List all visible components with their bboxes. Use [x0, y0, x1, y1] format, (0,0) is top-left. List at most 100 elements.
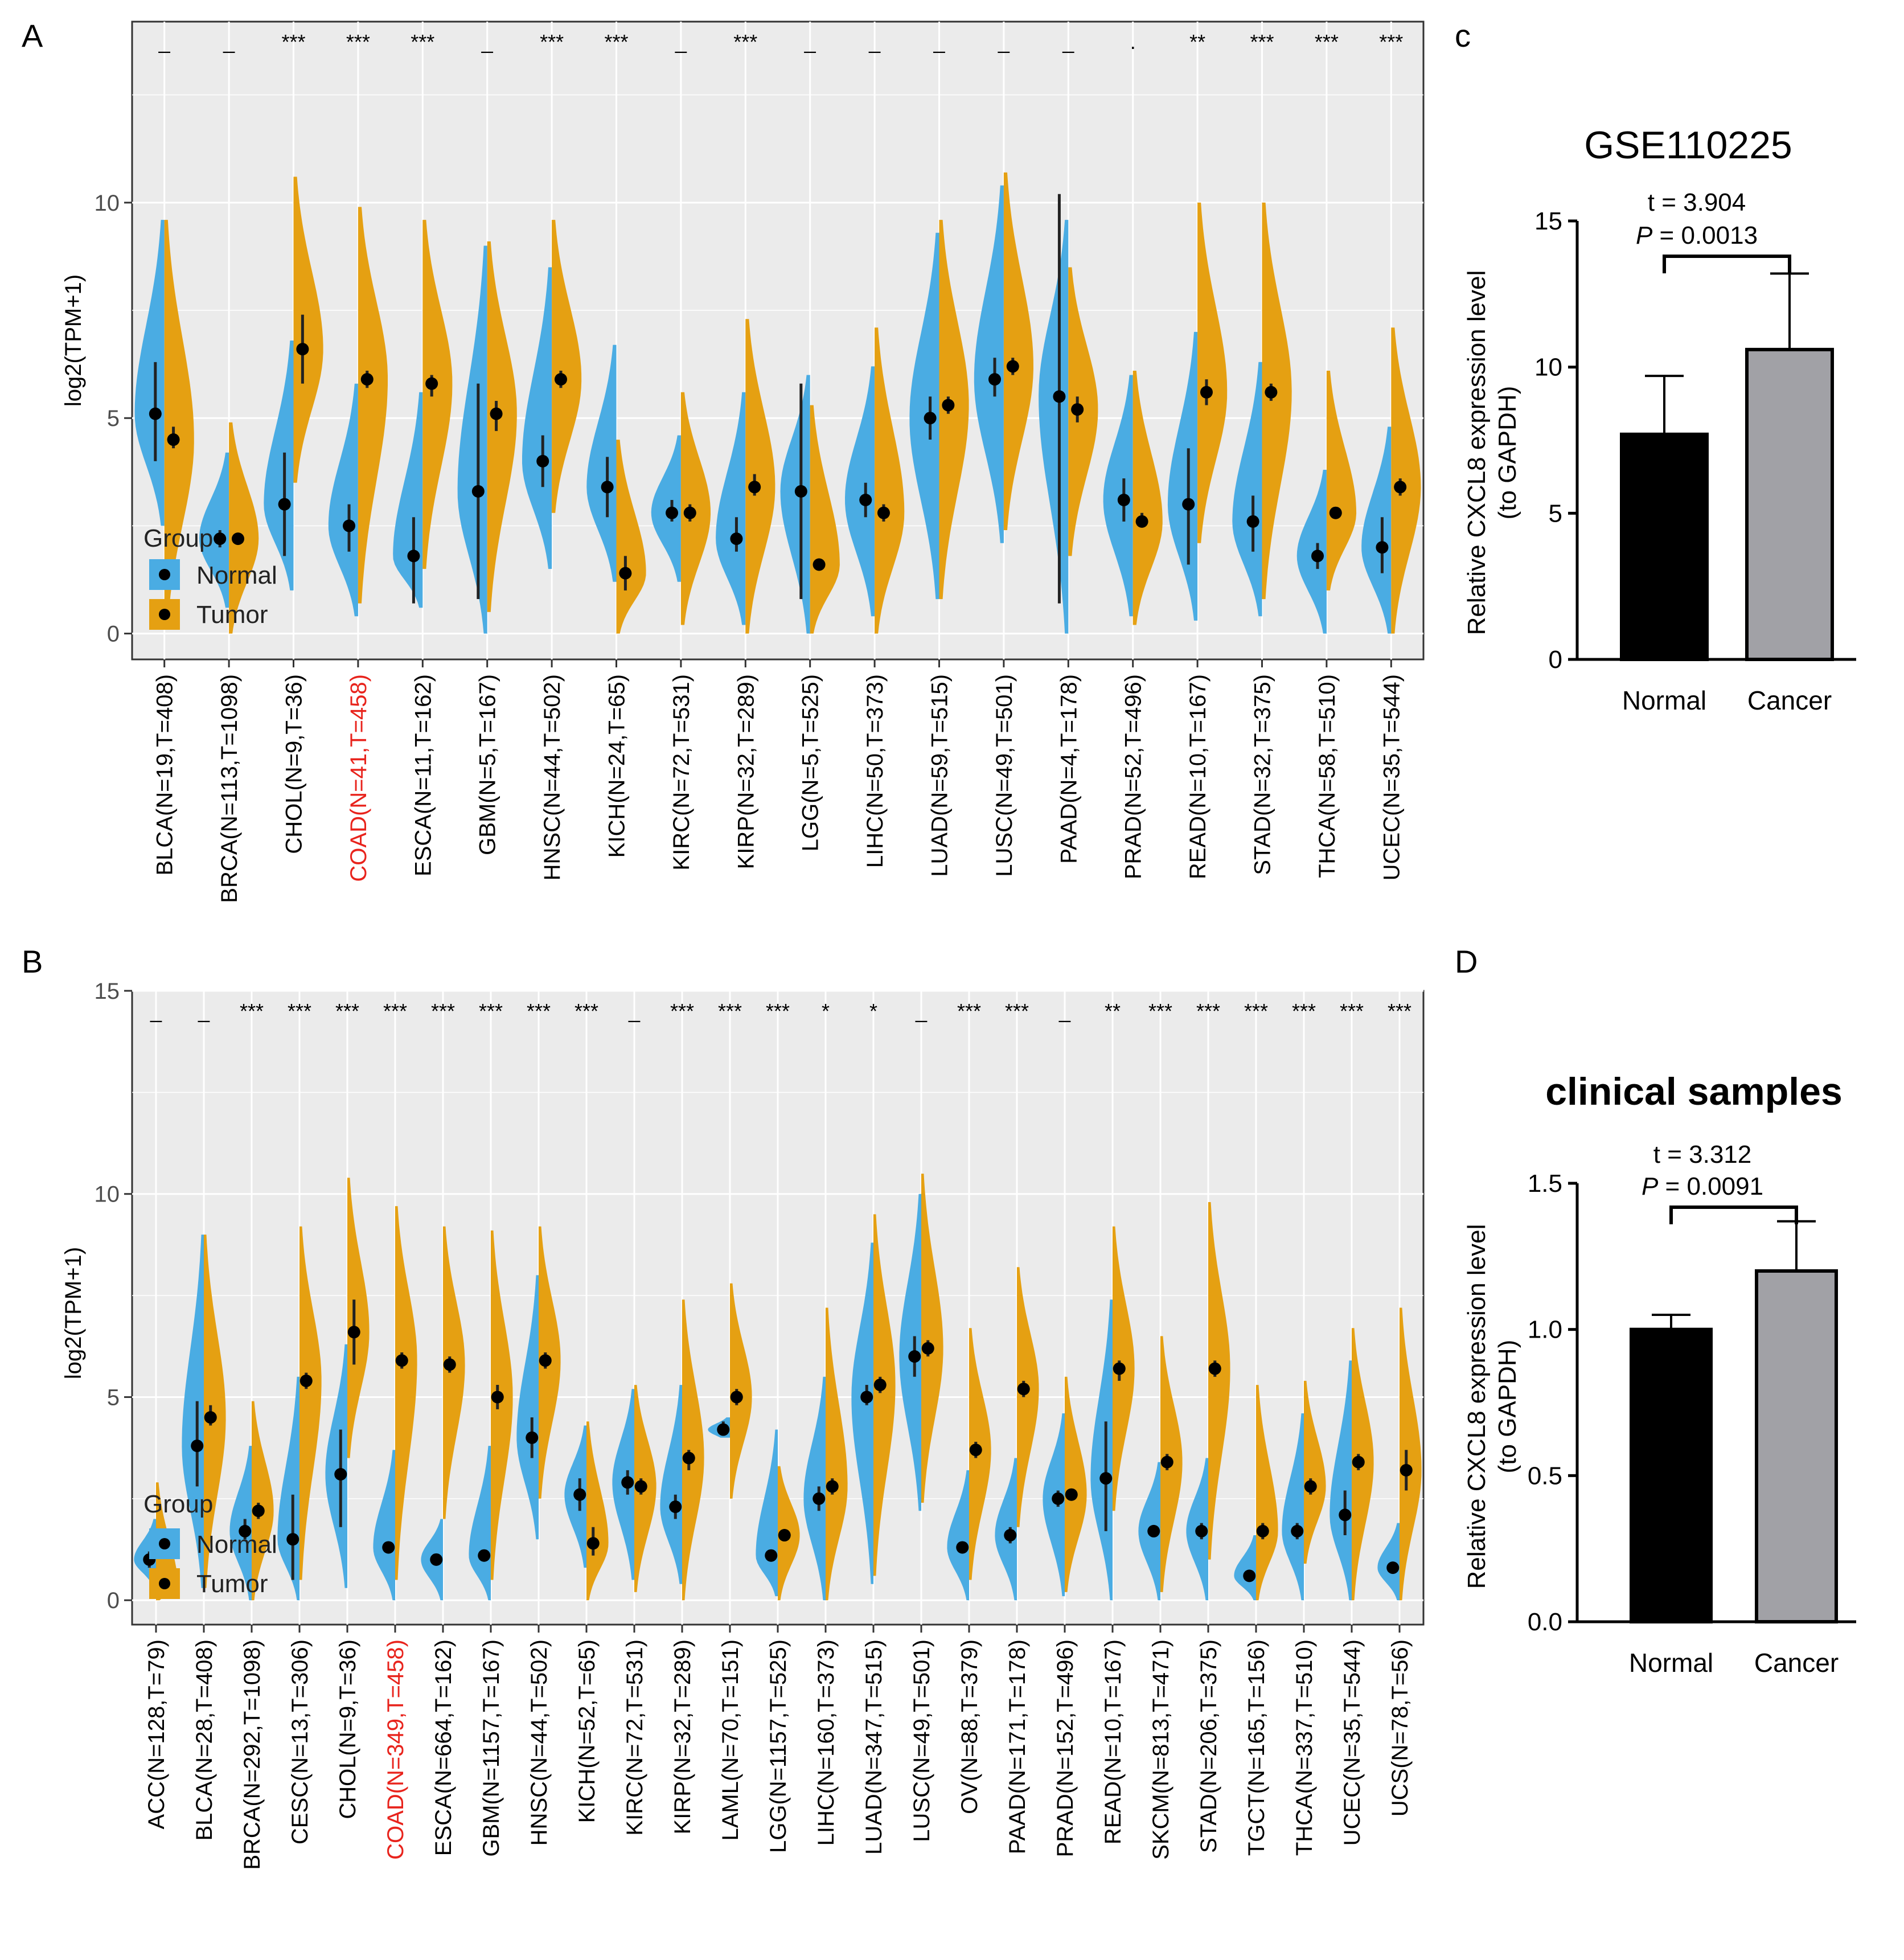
x-tick-label: BLCA(N=28,T=408) — [192, 1639, 217, 1841]
violin-tumor — [745, 319, 775, 634]
median-point-tumor — [778, 1529, 791, 1542]
y-axis-label: Relative CXCL8 expression level — [1463, 270, 1491, 635]
y-tick-label: 0.0 — [1528, 1608, 1562, 1636]
median-point-normal — [407, 550, 420, 563]
legend-key-tumor-dot — [159, 609, 170, 620]
violin-normal — [1103, 375, 1133, 617]
violin-tumor — [921, 1174, 943, 1503]
y-tick-label: 0 — [107, 622, 120, 647]
median-point-normal — [717, 1423, 730, 1436]
violin-normal — [660, 1385, 682, 1584]
violin-tumor — [1304, 1380, 1326, 1564]
violin-tumor — [826, 1307, 848, 1601]
violin-tumor — [1132, 371, 1163, 625]
x-tick-label: CESC(N=13,T=306) — [288, 1639, 313, 1844]
violin-tumor — [552, 220, 582, 513]
median-point-tumor — [921, 1342, 934, 1355]
panel-label-d: D — [1455, 944, 1478, 979]
median-point-tumor — [299, 1374, 313, 1387]
median-point-tumor — [1135, 515, 1148, 528]
significance-label: *** — [604, 30, 628, 54]
x-tick-label: KICH(N=24,T=65) — [605, 674, 630, 858]
violin-tumor — [395, 1206, 417, 1580]
violin-tumor — [1400, 1307, 1422, 1601]
violin-tumor — [873, 1214, 896, 1576]
bar-cancer — [1745, 347, 1834, 661]
significance-label: *** — [1292, 999, 1316, 1023]
median-point-normal — [924, 412, 937, 425]
x-tick-label: SKCM(N=813,T=471) — [1148, 1639, 1173, 1860]
violin-normal — [1232, 362, 1262, 617]
significance-label: * — [869, 999, 877, 1023]
significance-label: *** — [540, 30, 564, 54]
median-point-tumor — [1065, 1488, 1078, 1501]
violin-tumor — [164, 220, 194, 625]
stat-p: P = 0.0091 — [1642, 1172, 1763, 1200]
significance-label: *** — [1379, 30, 1403, 54]
median-point-tumor — [1017, 1383, 1030, 1396]
x-tick-label: THCA(N=58,T=510) — [1315, 674, 1340, 878]
x-tick-label: Cancer — [1747, 686, 1832, 715]
violin-tumor — [1326, 371, 1357, 591]
median-point-normal — [813, 1492, 826, 1505]
x-tick-label: KICH(N=52,T=65) — [575, 1639, 600, 1823]
x-tick-label: Normal — [1629, 1648, 1713, 1678]
violins — [134, 1174, 1422, 1601]
significance-label: *** — [383, 999, 407, 1023]
significance-label: _ — [628, 999, 641, 1023]
bars: 0.0 0.5 1.0 1.5 Normal Cancer — [1528, 1170, 1856, 1678]
median-point-tumor — [1400, 1463, 1413, 1477]
x-tick-label: LUSC(N=49,T=501) — [992, 674, 1017, 877]
median-point-normal — [430, 1553, 443, 1566]
x-tick-label: PRAD(N=52,T=496) — [1121, 674, 1146, 879]
median-point-normal — [214, 532, 227, 546]
y-tick-label: 1.5 — [1528, 1170, 1562, 1198]
median-point-normal — [286, 1533, 299, 1546]
significance-label: _ — [150, 999, 162, 1023]
median-point-normal — [988, 373, 1002, 386]
median-point-tumor — [395, 1354, 408, 1367]
median-point-normal — [239, 1524, 252, 1537]
median-point-tumor — [490, 407, 503, 420]
panel-label-b: B — [22, 944, 43, 979]
median-point-tumor — [204, 1411, 217, 1424]
x-tick-label: STAD(N=206,T=375) — [1196, 1639, 1221, 1853]
violin-normal — [522, 267, 552, 569]
legend-label-normal: Normal — [196, 561, 277, 589]
violin-tumor — [204, 1235, 226, 1588]
violin-tumor — [586, 1421, 609, 1601]
violin-normal — [651, 435, 681, 582]
violin-normal — [1329, 1360, 1352, 1601]
y-tick-label: 10 — [95, 191, 120, 216]
violin-tumor — [682, 1299, 704, 1601]
median-point-normal — [1117, 494, 1130, 506]
violin-normal — [780, 375, 810, 634]
violin-tumor — [229, 422, 259, 634]
x-tick-label: LUSC(N=49,T=501) — [909, 1639, 934, 1842]
violin-normal — [974, 185, 1004, 543]
median-point-normal — [859, 494, 872, 506]
x-tick-label: COAD(N=41,T=458) — [346, 674, 371, 882]
median-point-tumor — [1394, 481, 1407, 494]
legend-label-tumor: Tumor — [196, 1570, 268, 1598]
bar-chart-c: GSE110225 t = 3.904 P = 0.0013 Relative … — [1463, 124, 1856, 715]
x-tick-label: READ(N=10,T=167) — [1101, 1639, 1126, 1844]
median-point-tumor — [1304, 1480, 1317, 1493]
significance-label: *** — [1340, 999, 1364, 1023]
median-point-tumor — [682, 1451, 695, 1465]
y-tick-label: 10 — [1534, 354, 1562, 382]
significance-label: *** — [431, 999, 455, 1023]
significance-label: *** — [288, 999, 311, 1023]
violin-tumor — [1391, 327, 1421, 634]
median-point-tumor — [1329, 506, 1342, 519]
violin-chart-b: _ _ *** *** *** *** *** *** *** *** _ *** *** *** * * _ *… — [61, 979, 1425, 1870]
x-tick-label: HNSC(N=44,T=502) — [540, 674, 565, 880]
significance-label: *** — [1196, 999, 1220, 1023]
significance-label: *** — [335, 999, 359, 1023]
violin-normal — [457, 245, 487, 634]
legend-title: Group — [143, 524, 213, 552]
panel-label-a: A — [22, 18, 43, 54]
violin-normal — [1167, 331, 1198, 621]
violin-normal — [586, 345, 617, 582]
median-point-tumor — [360, 373, 374, 386]
